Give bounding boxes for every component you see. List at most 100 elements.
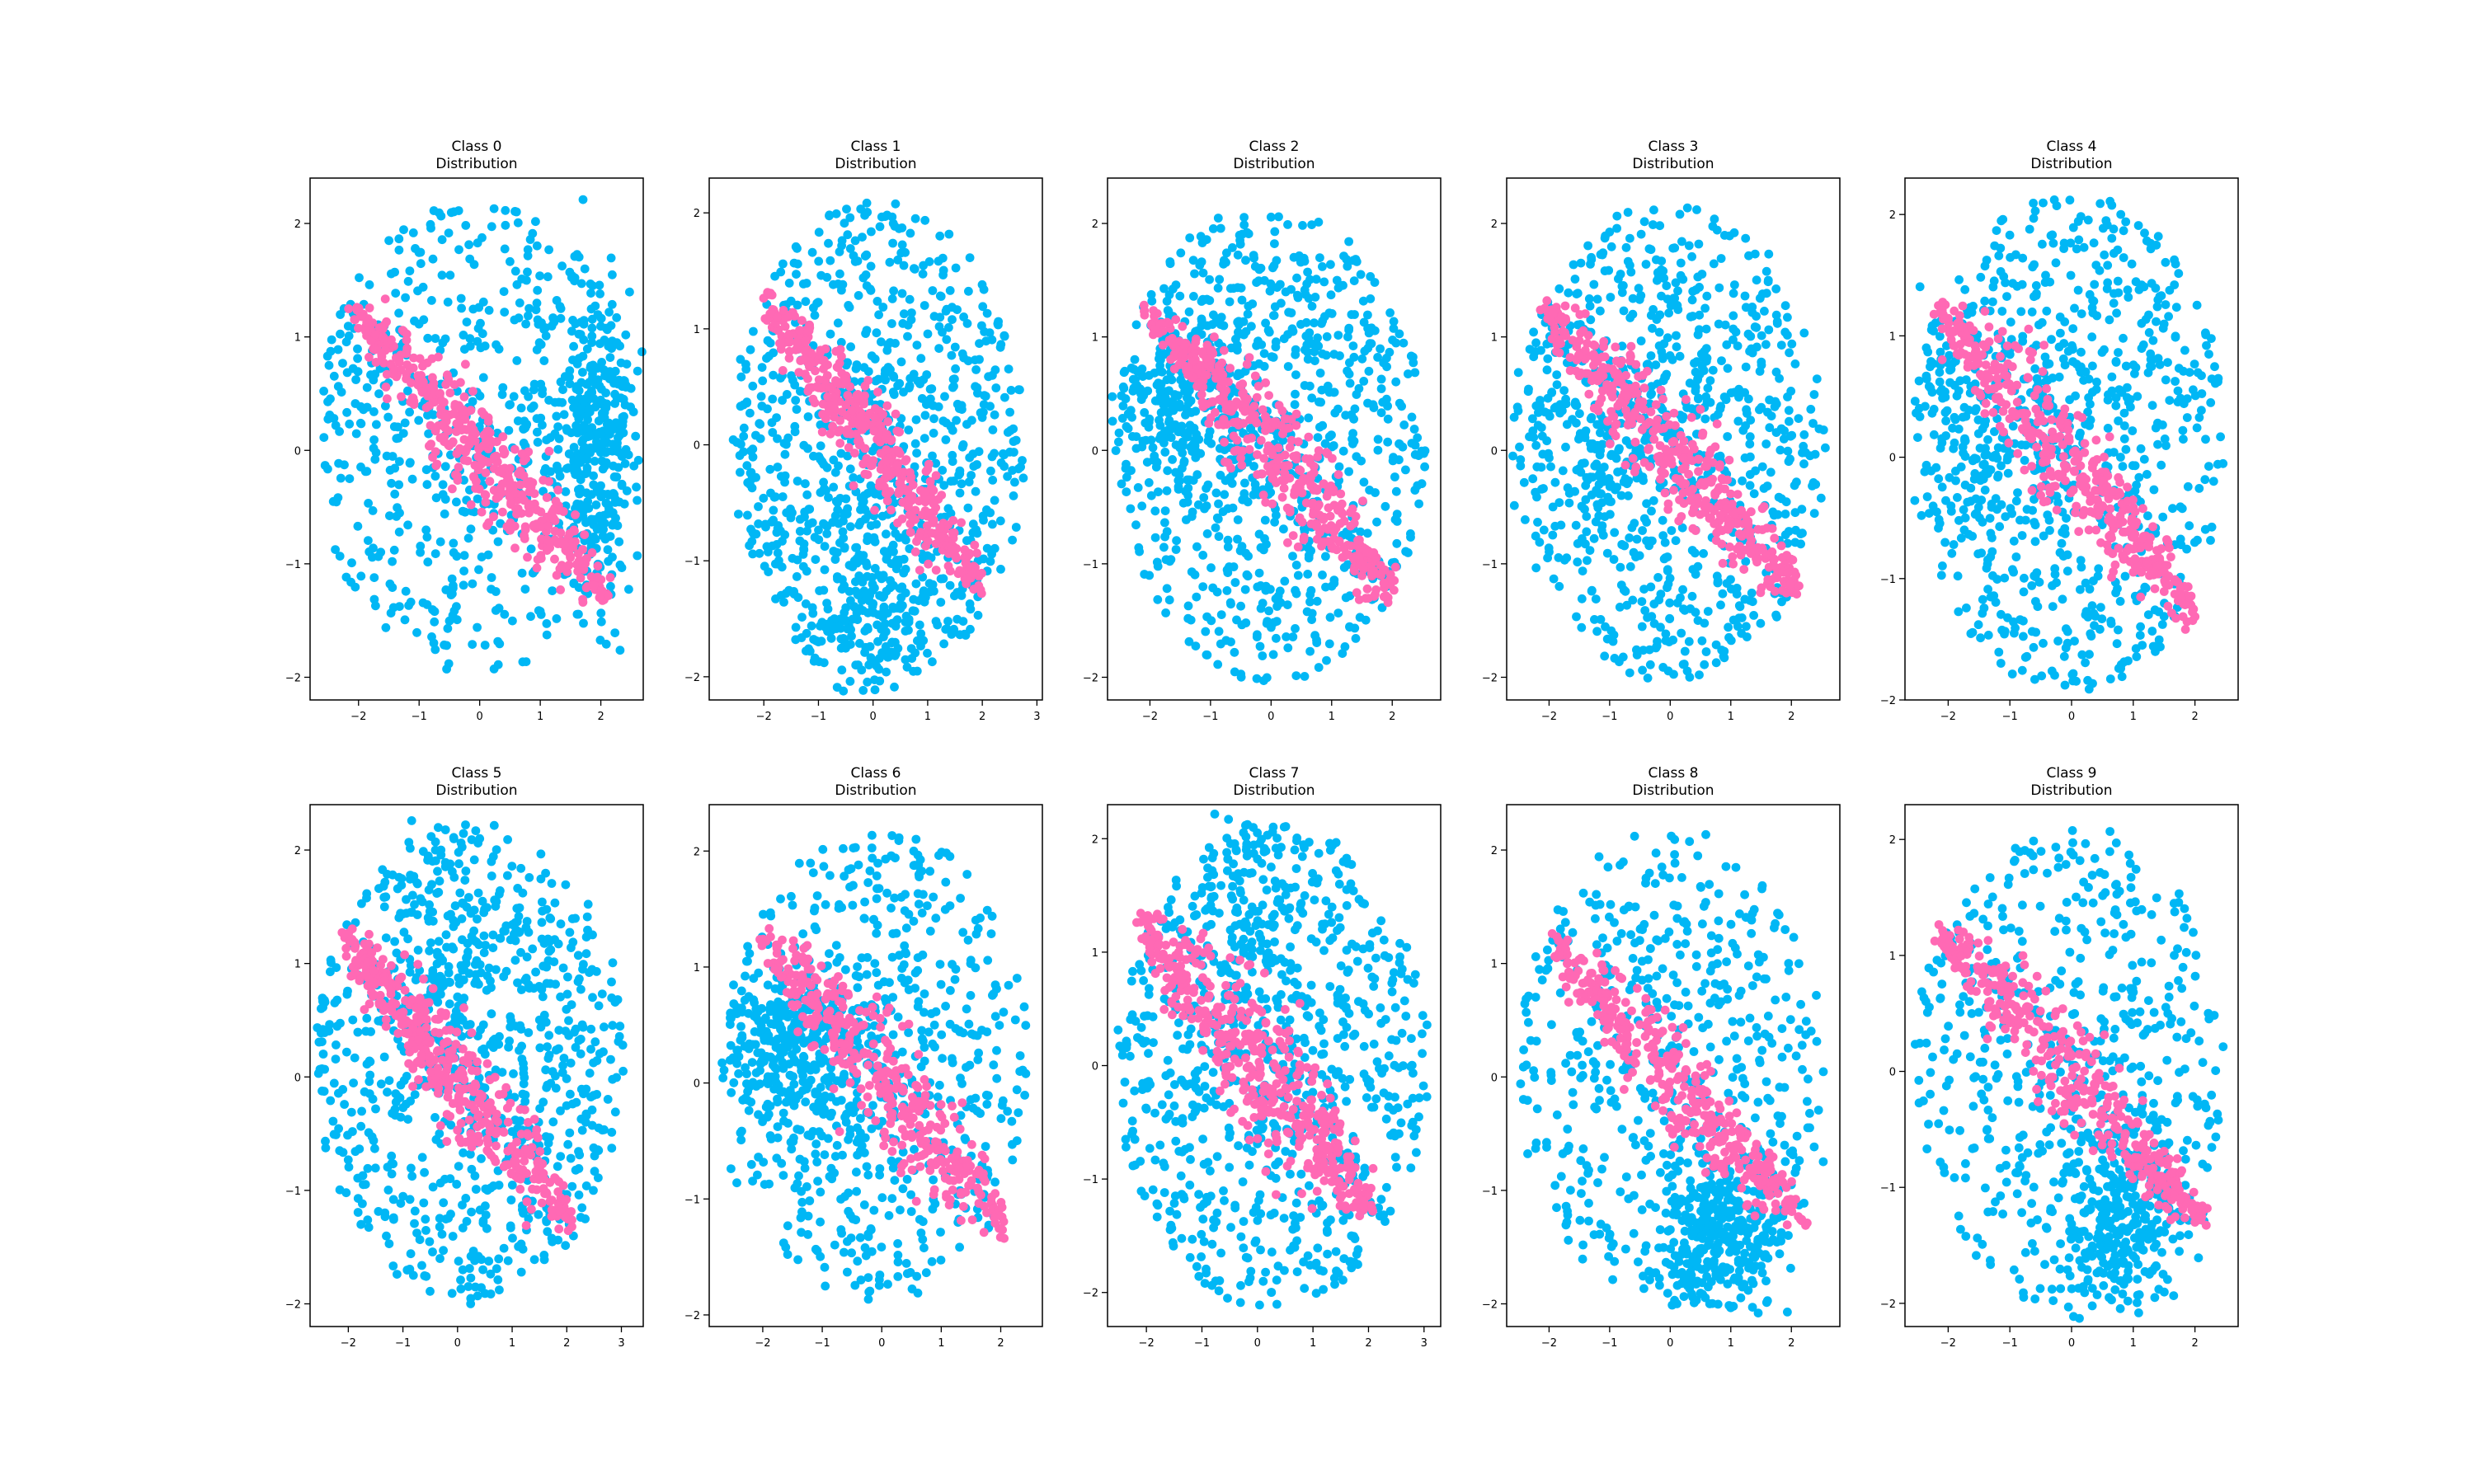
- y-tick-label: 1: [694, 324, 700, 336]
- data-point: [1343, 366, 1352, 376]
- data-point: [1533, 518, 1542, 527]
- data-point: [390, 489, 400, 499]
- embedded-point: [1256, 435, 1266, 445]
- data-point: [1206, 563, 1216, 573]
- data-point: [565, 373, 574, 382]
- data-point: [861, 329, 870, 338]
- data-point: [780, 449, 790, 459]
- embedded-point: [573, 549, 583, 558]
- data-point: [1780, 530, 1790, 540]
- data-point: [963, 503, 973, 513]
- data-point: [928, 451, 937, 461]
- data-point: [1678, 660, 1688, 669]
- data-point: [882, 529, 891, 539]
- embedded-point: [780, 322, 790, 331]
- data-point: [843, 624, 853, 634]
- data-point: [1189, 292, 1198, 301]
- embedded-point: [589, 580, 599, 590]
- data-point: [1373, 353, 1382, 362]
- data-point: [1127, 432, 1137, 441]
- data-point: [1591, 594, 1601, 603]
- data-point: [465, 254, 475, 264]
- data-point: [736, 372, 746, 382]
- data-point: [843, 230, 853, 240]
- data-point: [1552, 380, 1562, 389]
- data-point: [1719, 646, 1729, 656]
- subplot-title: Class 0 Distribution: [435, 139, 517, 172]
- data-point: [941, 624, 951, 634]
- data-point: [1155, 416, 1164, 425]
- data-point: [792, 405, 802, 414]
- data-point: [863, 571, 872, 581]
- embedded-point: [477, 454, 487, 464]
- data-point: [1383, 414, 1393, 424]
- data-point: [1141, 418, 1150, 428]
- embedded-point: [894, 446, 903, 456]
- data-point: [602, 447, 612, 456]
- embedded-point: [854, 420, 863, 430]
- embedded-point: [1279, 483, 1289, 493]
- data-point: [878, 571, 888, 580]
- data-point: [1726, 636, 1736, 646]
- data-point: [459, 566, 468, 575]
- embedded-point: [1346, 521, 1356, 531]
- data-point: [1154, 487, 1163, 496]
- embedded-point: [1285, 473, 1295, 483]
- data-point: [791, 622, 801, 632]
- data-point: [1391, 486, 1401, 496]
- data-point: [581, 488, 591, 498]
- data-point: [1373, 445, 1383, 455]
- embedded-point: [483, 426, 493, 435]
- data-point: [1816, 493, 1826, 503]
- embedded-point: [1258, 405, 1268, 415]
- embedded-point: [1225, 364, 1235, 373]
- data-point: [1806, 405, 1816, 414]
- embedded-point: [454, 463, 463, 472]
- data-point: [562, 464, 571, 473]
- embedded-point: [568, 542, 578, 552]
- data-point: [1690, 359, 1699, 368]
- data-point: [1325, 613, 1335, 622]
- data-point: [618, 412, 628, 422]
- data-point: [1697, 270, 1707, 279]
- data-point: [501, 220, 510, 230]
- embedded-point: [808, 394, 818, 404]
- data-point: [440, 640, 449, 650]
- data-point: [524, 392, 533, 402]
- embedded-point: [847, 406, 857, 416]
- data-point: [858, 232, 867, 242]
- data-point: [1138, 436, 1148, 446]
- data-point: [739, 431, 749, 441]
- data-point: [773, 548, 783, 558]
- data-point: [406, 458, 415, 467]
- data-point: [552, 296, 562, 305]
- data-point: [955, 469, 965, 478]
- embedded-point: [1283, 538, 1292, 547]
- data-point: [1611, 453, 1621, 463]
- data-point: [1663, 583, 1672, 593]
- data-point: [1726, 575, 1735, 585]
- data-point: [1264, 606, 1273, 616]
- embedded-point: [402, 344, 412, 353]
- data-point: [1550, 521, 1560, 531]
- embedded-point: [816, 383, 826, 393]
- data-point: [896, 248, 906, 258]
- data-point: [1818, 425, 1828, 434]
- data-point: [586, 279, 595, 289]
- data-point: [606, 253, 616, 263]
- data-point: [951, 364, 960, 373]
- data-point: [834, 461, 843, 471]
- data-point: [979, 400, 989, 409]
- data-point: [802, 526, 811, 536]
- data-point: [1161, 555, 1171, 565]
- data-point: [952, 416, 961, 425]
- data-point: [996, 565, 1005, 574]
- data-point: [1314, 218, 1324, 227]
- data-point: [1583, 556, 1592, 566]
- embedded-point: [870, 412, 880, 422]
- data-point: [1289, 252, 1299, 262]
- data-point: [865, 641, 875, 651]
- data-point: [1226, 637, 1235, 646]
- data-point: [1271, 337, 1281, 347]
